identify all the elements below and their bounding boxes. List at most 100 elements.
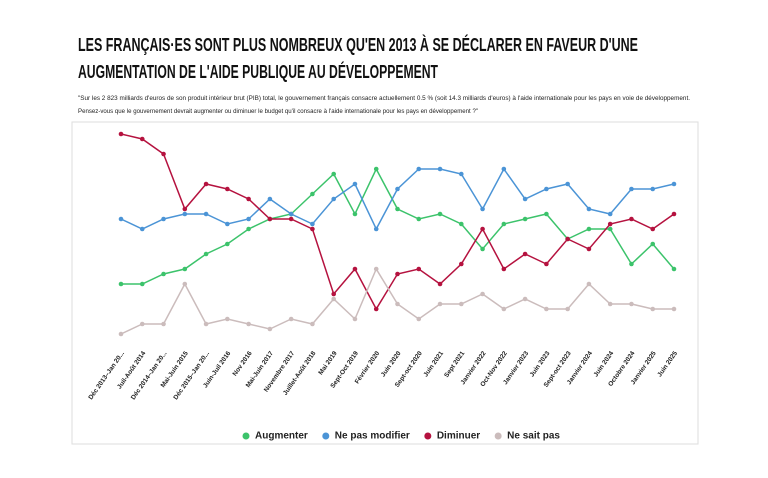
data-point xyxy=(671,306,677,312)
data-point xyxy=(607,221,613,227)
data-point xyxy=(139,281,145,287)
x-tick-label: Sept 2021 xyxy=(443,350,466,379)
data-point xyxy=(203,251,209,257)
data-point xyxy=(629,216,634,222)
data-point xyxy=(203,211,209,217)
data-point xyxy=(565,306,570,312)
data-point xyxy=(373,266,379,272)
data-point xyxy=(352,316,358,322)
series-line xyxy=(120,133,675,311)
data-point xyxy=(331,296,336,302)
data-point xyxy=(225,221,230,227)
data-point xyxy=(586,226,592,232)
x-tick-label: Déc 2013–Jan 20... xyxy=(87,350,126,401)
data-point xyxy=(310,221,315,227)
data-point xyxy=(586,206,592,212)
data-point xyxy=(480,291,485,297)
data-point xyxy=(544,186,549,192)
data-point xyxy=(671,211,677,217)
data-point xyxy=(395,301,400,307)
data-point xyxy=(416,316,422,322)
data-point xyxy=(352,181,358,187)
data-point xyxy=(139,321,145,327)
chart-subtitle: Pensez-vous que le gouvernement devrait … xyxy=(78,108,479,115)
data-point xyxy=(671,266,677,272)
data-point xyxy=(139,226,145,232)
x-tick-label: Juin 2025 xyxy=(656,350,679,379)
data-point xyxy=(437,166,443,172)
data-point xyxy=(161,151,166,157)
data-point xyxy=(480,206,485,212)
data-point xyxy=(352,266,358,272)
data-point xyxy=(650,226,656,232)
data-point xyxy=(565,236,570,242)
data-point xyxy=(565,181,570,187)
data-point xyxy=(182,211,188,217)
data-point xyxy=(607,211,613,217)
chart-title: LES FRANÇAIS·ES SONT PLUS NOMBREUX QU'EN… xyxy=(78,34,638,55)
legend-label: Ne sait pas xyxy=(507,431,560,442)
data-point xyxy=(544,306,549,312)
data-point xyxy=(288,211,294,217)
data-point xyxy=(182,281,188,287)
data-point xyxy=(182,266,188,272)
data-point xyxy=(288,216,294,222)
data-point xyxy=(459,171,464,177)
data-point xyxy=(501,166,507,172)
data-point xyxy=(203,321,209,327)
data-point xyxy=(203,181,209,187)
data-point xyxy=(225,316,230,322)
data-point xyxy=(373,166,379,172)
legend-label: Ne pas modifier xyxy=(335,431,410,442)
data-point xyxy=(118,131,124,137)
x-tick-label: Juin 2023 xyxy=(529,350,552,379)
data-point xyxy=(331,291,336,297)
data-point xyxy=(373,226,379,232)
data-point xyxy=(650,241,656,247)
legend-label: Augmenter xyxy=(255,431,308,442)
data-point xyxy=(395,206,400,212)
data-point xyxy=(480,246,485,252)
chart-subtitle: "Sur les 2 823 milliards d'euros de son … xyxy=(78,95,690,102)
data-point xyxy=(459,301,464,307)
data-point xyxy=(437,211,443,217)
data-point xyxy=(416,216,422,222)
data-point xyxy=(118,281,124,287)
data-point xyxy=(225,186,230,192)
data-point xyxy=(310,191,315,197)
data-point xyxy=(267,216,273,222)
series-line xyxy=(120,167,675,231)
x-tick-label: Nov 2016 xyxy=(232,350,254,378)
data-point xyxy=(437,301,443,307)
data-point xyxy=(544,261,549,267)
data-point xyxy=(501,221,507,227)
data-point xyxy=(522,196,528,202)
data-point xyxy=(586,246,592,252)
data-point xyxy=(373,306,379,312)
legend-label: Diminuer xyxy=(437,431,480,442)
data-point xyxy=(161,321,166,327)
data-point xyxy=(246,216,251,222)
data-point xyxy=(267,196,273,202)
data-point xyxy=(267,326,273,332)
data-point xyxy=(395,186,400,192)
legend-marker xyxy=(424,432,432,440)
data-point xyxy=(437,281,443,287)
legend-marker xyxy=(322,432,330,440)
x-tick-label: Juin 2024 xyxy=(593,350,616,379)
data-point xyxy=(522,216,528,222)
data-point xyxy=(310,321,315,327)
legend-marker xyxy=(242,432,250,440)
data-point xyxy=(118,331,124,337)
data-point xyxy=(161,216,166,222)
data-point xyxy=(416,166,422,172)
data-point xyxy=(629,301,634,307)
data-point xyxy=(246,226,251,232)
data-point xyxy=(629,186,634,192)
x-tick-label: Mai 2019 xyxy=(317,350,338,377)
data-point xyxy=(352,211,358,217)
data-point xyxy=(650,186,656,192)
data-point xyxy=(459,261,464,267)
data-point xyxy=(161,271,166,277)
data-point xyxy=(310,226,315,232)
